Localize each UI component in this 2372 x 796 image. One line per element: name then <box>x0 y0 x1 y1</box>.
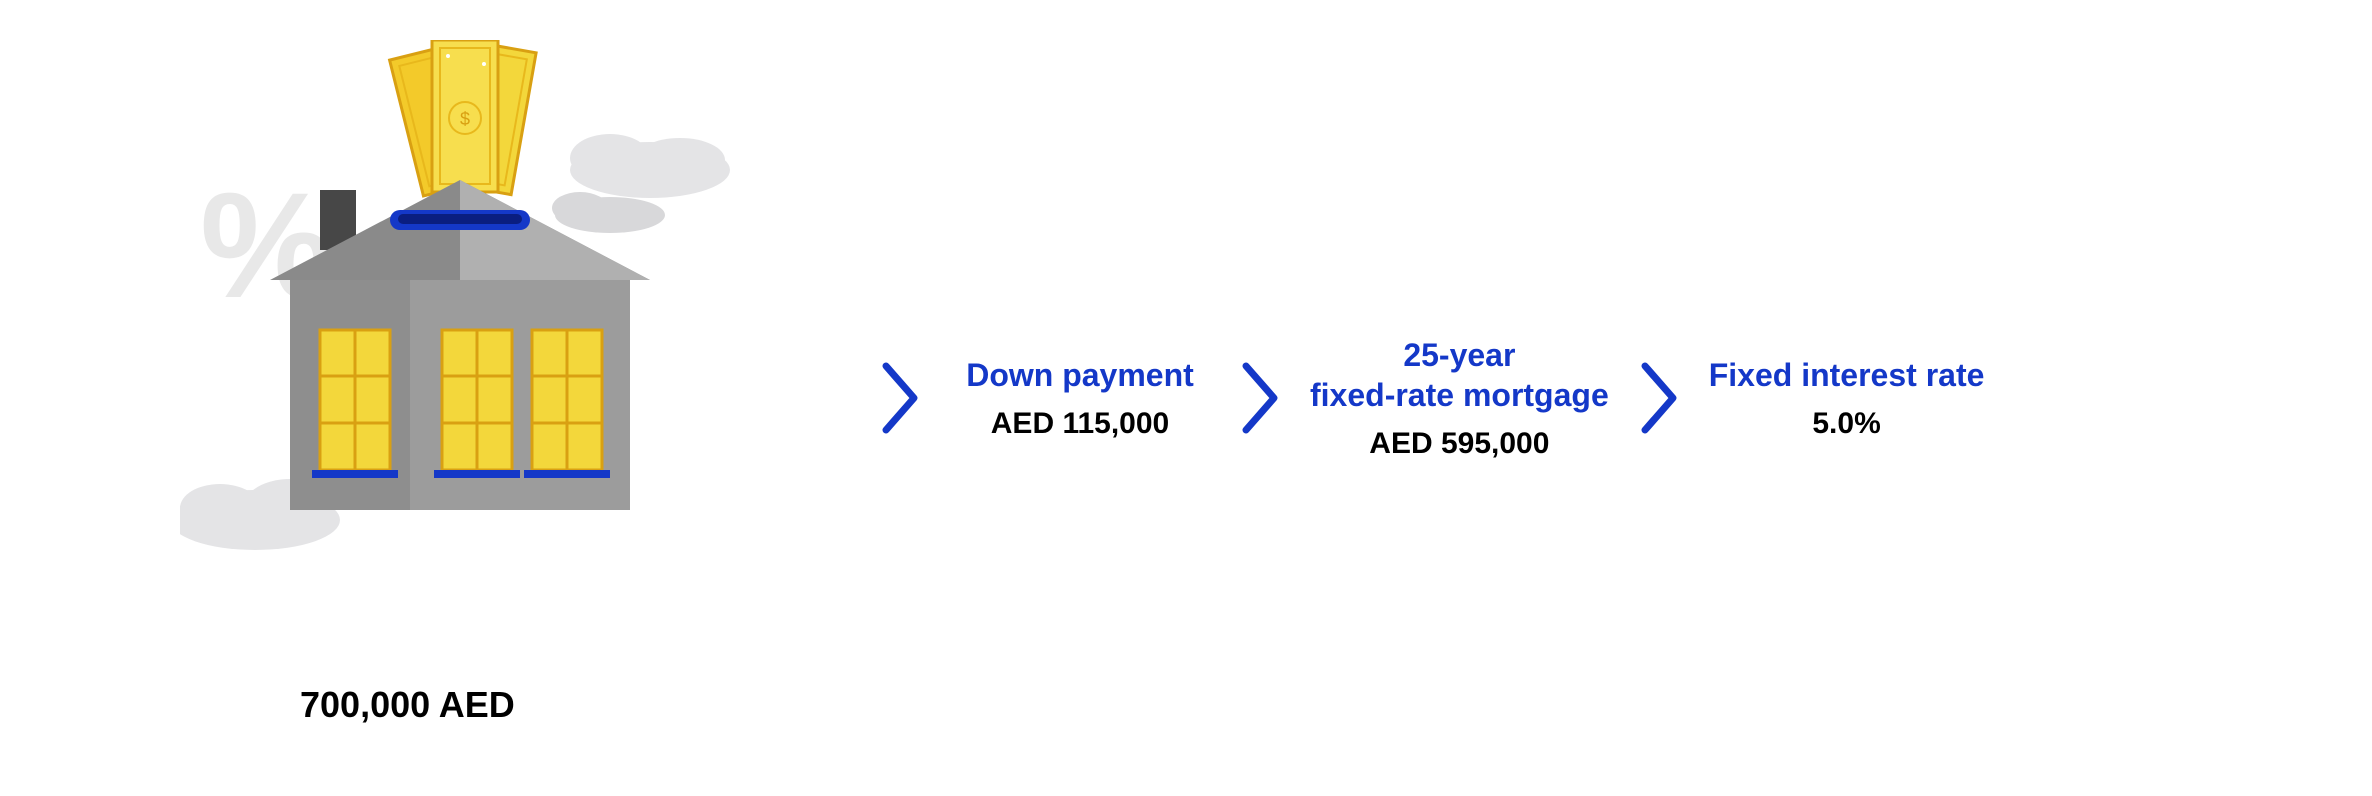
infographic-row: % <box>0 0 2372 796</box>
step-value: AED 595,000 <box>1369 427 1549 461</box>
step-value: AED 115,000 <box>991 407 1169 441</box>
window-middle-icon <box>434 330 520 478</box>
steps-row: Down payment AED 115,000 25-year fixed-r… <box>880 335 1984 461</box>
window-left-icon <box>312 330 398 478</box>
house-price-caption: 700,000 AED <box>300 684 515 726</box>
house-section: % <box>0 0 780 796</box>
cloud-right-small-icon <box>552 192 665 233</box>
step-mortgage: 25-year fixed-rate mortgage AED 595,000 <box>1310 335 1609 461</box>
house-illustration-icon: $ <box>180 40 740 600</box>
window-right-icon <box>524 330 610 478</box>
step-title: Down payment <box>966 355 1194 395</box>
money-notes-icon: $ <box>390 40 537 196</box>
step-down-payment: Down payment AED 115,000 <box>950 355 1210 441</box>
cloud-right-icon <box>570 134 730 198</box>
step-title: 25-year fixed-rate mortgage <box>1310 335 1609 415</box>
svg-text:$: $ <box>460 109 470 129</box>
step-interest-rate: Fixed interest rate 5.0% <box>1709 355 1985 441</box>
step-title: Fixed interest rate <box>1709 355 1985 395</box>
money-slot-inner-icon <box>398 214 522 224</box>
chevron-right-icon <box>1639 358 1679 438</box>
chevron-right-icon <box>1240 358 1280 438</box>
step-value: 5.0% <box>1812 407 1880 441</box>
chevron-right-icon <box>880 358 920 438</box>
